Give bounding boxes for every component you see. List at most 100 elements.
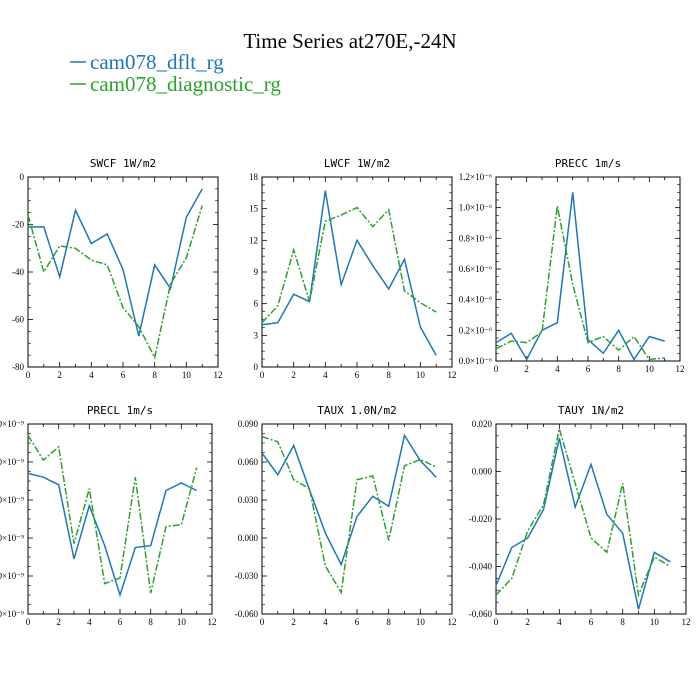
x-tick-label: 8 [620,617,625,627]
x-tick-label: 10 [177,617,187,627]
y-tick-label: 6 [254,299,259,309]
x-tick-label: 2 [525,617,530,627]
panel-5: TAUY 1N/m2 0 2 4 6 8 10 12 -0.060 -0.040 -0.020 0.0… [469,404,691,627]
plot-frame [27,423,213,615]
x-tick-label: 10 [182,370,192,380]
panel-title: TAUX 1.0N/m2 [317,404,396,417]
x-tick-label: 12 [448,370,457,380]
x-tick-label: 0 [260,617,265,627]
y-tick-label: -0.060 [235,609,259,619]
panel-title: PRECL 1m/s [87,404,153,417]
y-tick-label: 9 [254,267,259,277]
x-tick-label: 8 [152,370,157,380]
x-tick-label: 12 [682,617,691,627]
plot-frame [495,423,687,615]
series-line-diagnostic [27,435,198,594]
x-tick-label: 0 [260,370,265,380]
y-tick-label: 0.6×10⁻⁶ [459,264,492,274]
x-tick-label: 2 [291,370,296,380]
plot-frame [261,176,453,368]
x-tick-label: 0 [26,370,31,380]
x-tick-label: 12 [448,617,457,627]
x-tick-label: 6 [118,617,123,627]
x-tick-label: 6 [589,617,594,627]
legend-item-dflt: cam078_dflt_rg [70,50,224,74]
legend-item-diagnostic: cam078_diagnostic_rg [70,72,281,96]
series-line-diagnostic [261,206,437,324]
x-tick-label: 8 [386,617,391,627]
y-tick-label: 0×10⁻⁹ [0,419,24,429]
x-tick-label: 4 [323,370,328,380]
legend-label-diagnostic: cam078_diagnostic_rg [90,72,281,96]
panel-title: SWCF 1W/m2 [90,157,156,170]
y-tick-label: 0.0×10⁻⁶ [459,356,492,366]
y-tick-label: 1.0×10⁻⁶ [459,203,492,213]
x-tick-label: 2 [57,370,62,380]
series-line-diagnostic [27,205,203,360]
x-tick-label: 4 [89,370,94,380]
x-tick-label: 2 [524,364,529,374]
x-tick-label: 4 [87,617,92,627]
figure-title: Time Series at270E,-24N [243,29,456,53]
y-tick-label: 1.2×10⁻⁶ [459,172,492,182]
series-line-dflt [261,190,437,356]
y-tick-label: 0.000 [472,467,493,477]
y-tick-label: 3 [254,330,259,340]
y-tick-label: 18 [249,172,259,182]
series-line-dflt [495,438,671,610]
x-tick-label: 6 [355,617,360,627]
y-tick-label: 0.030 [238,495,259,505]
y-tick-label: -0.030 [235,571,259,581]
x-tick-label: 6 [586,364,591,374]
y-tick-label: 12 [249,235,258,245]
panels: SWCF 1W/m2 0 2 4 6 8 10 12 -80 -60 -40 -20 0 LWCF 1W/… [0,157,691,627]
series-line-dflt [27,472,198,598]
series-line-diagnostic [261,435,437,595]
y-tick-label: 0.060 [238,457,259,467]
y-tick-label: 0.090 [238,419,259,429]
x-tick-label: 10 [416,370,426,380]
y-tick-label: -20 [12,220,24,230]
panel-2: PRECC 1m/s 0 2 4 6 8 10 12 0.0×10⁻⁶ 0.2×10⁻⁶ 0.4×1… [459,157,685,374]
y-tick-label: -40 [12,267,24,277]
y-tick-label: 0.000 [238,533,259,543]
x-tick-label: 12 [208,617,217,627]
series-line-dflt [495,192,665,362]
y-tick-label: 0×10⁻⁹ [0,609,24,619]
series-line-diagnostic [495,205,665,361]
legend-label-dflt: cam078_dflt_rg [90,50,224,74]
panel-title: LWCF 1W/m2 [324,157,390,170]
x-tick-label: 6 [121,370,126,380]
x-tick-label: 12 [676,364,685,374]
x-tick-label: 0 [494,617,499,627]
x-tick-label: 2 [291,617,296,627]
x-tick-label: 4 [323,617,328,627]
x-tick-label: 8 [386,370,391,380]
x-tick-label: 4 [555,364,560,374]
y-tick-label: 0.020 [472,419,493,429]
x-tick-label: 10 [416,617,426,627]
x-tick-label: 10 [645,364,655,374]
y-tick-label: 0 [20,172,25,182]
panel-4: TAUX 1.0N/m2 0 2 4 6 8 10 12 -0.060 -0.030 0.000 0.… [235,404,457,627]
y-tick-label: -0.060 [469,609,493,619]
x-tick-label: 0 [494,364,499,374]
x-tick-label: 0 [26,617,31,627]
y-tick-label: -0.040 [469,562,493,572]
y-tick-label: 0×10⁻⁹ [0,457,24,467]
y-tick-label: 0×10⁻⁹ [0,495,24,505]
y-tick-label: 0.4×10⁻⁶ [459,295,492,305]
series-line-dflt [261,433,437,567]
series-line-dflt [28,188,203,337]
x-tick-label: 4 [557,617,562,627]
y-tick-label: 0.2×10⁻⁶ [459,325,492,335]
figure-legend: cam078_dflt_rg cam078_diagnostic_rg [70,50,281,96]
y-tick-label: -80 [12,362,24,372]
x-tick-label: 8 [616,364,621,374]
y-tick-label: -0.020 [469,514,493,524]
panel-1: LWCF 1W/m2 0 2 4 6 8 10 12 0 3 6 9 12 15 18 [249,157,457,380]
y-tick-label: -60 [12,315,24,325]
series-line-diagnostic [495,428,671,598]
x-tick-label: 2 [56,617,61,627]
